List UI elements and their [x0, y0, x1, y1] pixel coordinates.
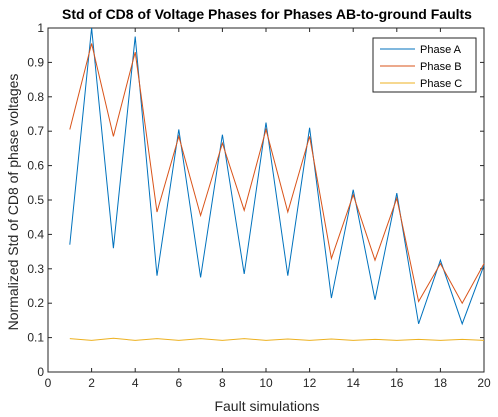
- x-tick-label: 16: [390, 376, 404, 390]
- series-line-phase-c: [69, 337, 485, 341]
- series-lines: [69, 27, 485, 341]
- y-axis-ticks: 0 0.1 0.2 0.3 0.4 0.5 0.6 0.7 0.8 0.9 1: [27, 21, 484, 379]
- legend-label: Phase C: [420, 78, 462, 90]
- y-tick-label: 0.7: [27, 124, 44, 138]
- y-tick-label: 0.8: [27, 90, 44, 104]
- x-tick-label: 12: [303, 376, 317, 390]
- y-tick-label: 0.9: [27, 55, 44, 69]
- legend-label: Phase B: [420, 61, 462, 73]
- x-tick-label: 2: [88, 376, 95, 390]
- y-tick-label: 0.4: [27, 227, 44, 241]
- x-tick-label: 10: [259, 376, 273, 390]
- x-tick-label: 4: [132, 376, 139, 390]
- series-line-phase-b: [69, 43, 485, 305]
- y-tick-label: 0.6: [27, 159, 44, 173]
- x-tick-label: 18: [434, 376, 448, 390]
- x-tick-label: 14: [347, 376, 361, 390]
- y-tick-label: 1: [37, 21, 44, 35]
- y-tick-label: 0.1: [27, 331, 44, 345]
- chart-title: Std of CD8 of Voltage Phases for Phases …: [62, 6, 472, 22]
- x-tick-label: 20: [477, 376, 491, 390]
- y-tick-label: 0.5: [27, 193, 44, 207]
- y-tick-label: 0.2: [27, 296, 44, 310]
- y-tick-label: 0.3: [27, 262, 44, 276]
- x-axis-ticks: 0 2 4 6 8 10 12 14 16 18 20: [45, 28, 491, 390]
- legend-label: Phase A: [420, 44, 462, 56]
- x-axis-label: Fault simulations: [214, 398, 319, 414]
- x-tick-label: 0: [45, 376, 52, 390]
- x-tick-label: 8: [219, 376, 226, 390]
- y-axis-label: Normalized Std of CD8 of phase voltages: [5, 74, 21, 331]
- legend: Phase A Phase B Phase C: [372, 37, 477, 93]
- x-tick-label: 6: [175, 376, 182, 390]
- y-tick-label: 0: [37, 365, 44, 379]
